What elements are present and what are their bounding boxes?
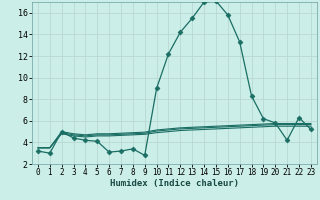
X-axis label: Humidex (Indice chaleur): Humidex (Indice chaleur) [110, 179, 239, 188]
